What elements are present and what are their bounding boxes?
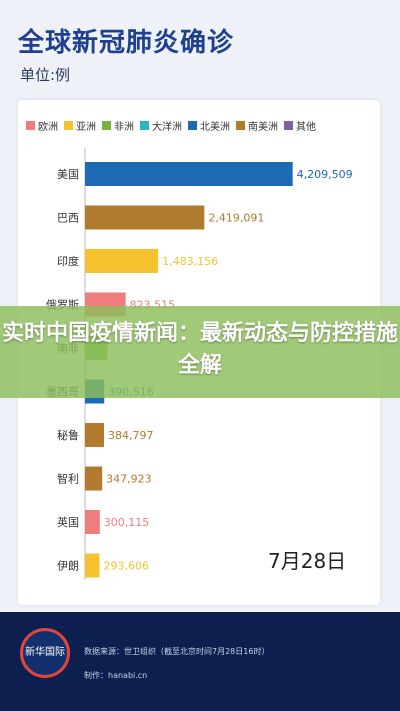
legend-item: 欧洲 [26,118,58,133]
bar [85,162,293,186]
headline-text[interactable]: 实时中国疫情新闻：最新动态与防控措施全解 [1,321,398,378]
category-label: 英国 [57,515,79,529]
value-label: 1,483,156 [162,255,218,268]
value-label: 300,115 [104,516,149,529]
legend-label: 南美洲 [248,122,278,133]
legend-swatch [26,121,35,130]
legend-item: 非洲 [102,118,134,133]
unit-label: 单位:例 [20,66,71,84]
value-label: 2,419,091 [208,212,264,225]
legend-swatch [64,121,73,130]
category-label: 秘鲁 [57,428,79,442]
legend-label: 大洋洲 [152,122,182,133]
bar [85,423,104,447]
legend-item: 亚洲 [64,118,96,133]
legend-swatch [188,121,197,130]
legend: 欧洲 亚洲 非洲 大洋洲 北美洲 南美洲 其他 [26,118,316,133]
bar [85,510,100,534]
value-label: 4,209,509 [297,168,353,181]
bar [85,249,159,273]
category-label: 伊朗 [57,560,79,573]
legend-item: 其他 [284,118,316,133]
category-label: 巴西 [57,212,79,225]
value-label: 347,923 [106,473,152,486]
legend-label: 欧洲 [38,122,58,133]
legend-swatch [284,121,293,130]
category-label: 印度 [57,254,79,268]
bar [85,466,103,491]
category-label: 智利 [57,472,79,486]
category-label: 美国 [57,168,79,181]
headline-banner [0,306,400,398]
date-label: 7月28日 [268,549,347,573]
legend-item: 南美洲 [236,118,278,133]
value-label: 293,606 [103,560,148,573]
xinhua-logo: 新华国际 [20,628,70,678]
legend-swatch [102,121,111,130]
legend-swatch [140,121,149,130]
bar [85,205,205,230]
legend-label: 亚洲 [76,122,96,133]
producer-credit: 制作：hanabi.cn [84,671,148,680]
chart-title: 全球新冠肺炎确诊 [18,28,235,58]
legend-label: 非洲 [114,122,134,133]
value-label: 384,797 [108,429,154,442]
bar [85,553,100,578]
legend-label: 其他 [296,122,316,133]
legend-label: 北美洲 [200,122,230,133]
data-source: 数据来源：世卫组织（截至北京时间7月28日16时） [84,647,270,656]
legend-swatch [236,121,245,130]
legend-item: 北美洲 [188,118,230,133]
legend-item: 大洋洲 [140,118,182,133]
